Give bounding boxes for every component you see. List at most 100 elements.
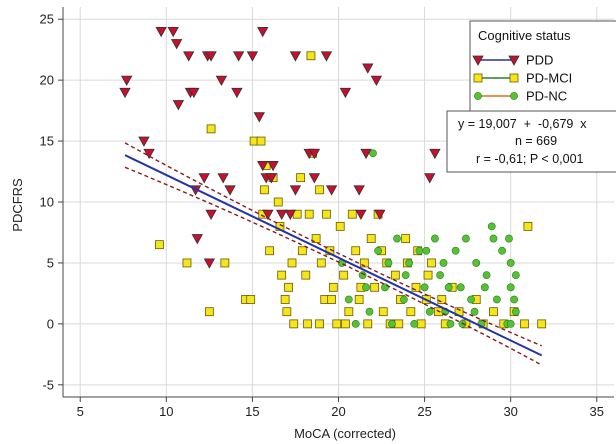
data-point-pd-mci: [401, 234, 411, 243]
data-point-pd-mci: [354, 295, 364, 304]
data-point-pdd: [265, 173, 278, 184]
data-point-pd-mci: [301, 270, 311, 280]
data-point-pdd: [143, 148, 155, 160]
y-tick-label: 0: [47, 316, 54, 331]
data-point-pd-nc: [415, 246, 424, 255]
data-point-pd-nc: [470, 307, 479, 316]
data-point-pd-mci: [332, 319, 342, 329]
data-point-pd-nc: [510, 295, 519, 304]
legend-marker: [473, 73, 483, 83]
data-point-pd-mci: [351, 246, 361, 256]
data-point-pdd: [191, 234, 203, 245]
data-point-pd-mci: [406, 307, 416, 317]
legend-marker: [509, 73, 519, 83]
legend-marker: [510, 92, 518, 100]
y-axis-title: PDCFRS: [10, 178, 25, 232]
data-point-pd-nc: [493, 295, 501, 304]
data-point-pd-mci: [273, 197, 283, 207]
data-point-pdd: [231, 87, 243, 99]
data-point-pd-nc: [420, 283, 429, 292]
data-point-pdd: [253, 112, 265, 123]
data-point-pd-nc: [462, 234, 470, 243]
data-point-pd-mci: [328, 282, 338, 292]
data-point-pd-nc: [444, 283, 453, 292]
x-axis-ticks: 5 10 15 20 25 30 35: [77, 397, 604, 419]
data-point-pdd: [198, 173, 210, 184]
y-tick-label: 25: [40, 12, 54, 27]
data-point-pdd: [370, 75, 383, 86]
data-point-pdd: [362, 63, 374, 74]
data-point-pd-mci: [370, 282, 380, 292]
data-point-pd-nc: [506, 259, 515, 267]
y-tick-label: 5: [47, 255, 54, 270]
data-point-pd-mci: [427, 258, 436, 268]
x-axis-title: MoCA (corrected): [294, 426, 396, 441]
data-point-pdd: [353, 185, 365, 196]
data-point-pd-nc: [467, 295, 475, 304]
data-point-pd-mci: [304, 209, 314, 219]
y-tick-label: 15: [40, 134, 54, 149]
data-point-pd-nc: [387, 319, 396, 328]
data-point-pd-nc: [506, 283, 515, 292]
data-point-pd-nc: [393, 234, 401, 243]
data-point-pd-nc: [374, 246, 383, 255]
data-point-pdd: [203, 258, 216, 269]
data-point-pdd: [308, 148, 321, 160]
data-point-pd-mci: [284, 282, 293, 292]
data-point-pd-mci: [523, 221, 533, 231]
data-point-pd-mci: [339, 270, 349, 280]
data-point-pd-mci: [347, 209, 357, 219]
regression-n: n = 669: [515, 134, 557, 148]
data-point-pdd: [360, 148, 372, 160]
data-point-pd-mci: [296, 173, 306, 183]
data-point-pdd: [172, 100, 185, 111]
data-point-pd-mci: [359, 258, 369, 268]
data-point-pd-mci: [423, 270, 433, 280]
data-point-pd-nc: [401, 271, 410, 280]
data-point-pdd: [267, 161, 279, 172]
data-point-pdd: [215, 75, 228, 86]
data-point-pd-nc: [487, 222, 496, 231]
regression-r: r = -0,61; P < 0,001: [476, 152, 584, 166]
data-point-pd-mci: [394, 319, 404, 329]
data-point-pd-nc: [384, 259, 393, 267]
data-points: [119, 26, 547, 329]
data-point-pd-mci: [315, 185, 324, 195]
data-point-pd-mci: [220, 258, 230, 268]
data-point-pdd: [119, 87, 131, 99]
data-point-pd-nc: [498, 246, 506, 255]
data-point-pd-mci: [182, 258, 192, 268]
data-point-pd-nc: [431, 234, 439, 243]
data-point-pdd: [355, 209, 367, 221]
data-point-pd-mci: [297, 246, 307, 256]
data-point-pdd: [232, 51, 245, 62]
data-point-pd-nc: [400, 295, 408, 304]
data-point-pd-nc: [505, 234, 513, 243]
data-point-pdd: [284, 209, 296, 221]
data-point-pdd: [374, 209, 386, 221]
data-point-pdd: [121, 75, 133, 86]
data-point-pd-mci: [363, 319, 373, 329]
data-point-pd-nc: [351, 319, 360, 328]
data-point-pd-mci: [303, 319, 312, 329]
data-point-pdd: [308, 173, 321, 184]
data-point-pd-mci: [316, 258, 326, 268]
data-point-pdd: [188, 87, 200, 99]
stats-box: [446, 110, 616, 173]
data-point-pd-mci: [344, 307, 354, 317]
data-point-pd-mci: [280, 295, 290, 304]
data-point-pdd: [339, 87, 352, 99]
data-point-pd-nc: [369, 149, 377, 158]
data-point-pd-mci: [265, 246, 275, 256]
data-point-pd-mci: [287, 258, 297, 268]
data-point-pdd: [289, 51, 302, 62]
data-point-pdd: [320, 51, 333, 62]
data-point-pdd: [257, 26, 269, 38]
legend-label: PD-MCI: [526, 71, 572, 86]
data-point-pd-mci: [204, 307, 214, 317]
data-point-pd-nc: [511, 307, 520, 316]
y-tick-label: 10: [40, 195, 54, 210]
data-point-pd-nc: [405, 259, 413, 267]
data-point-pd-mci: [390, 270, 400, 280]
